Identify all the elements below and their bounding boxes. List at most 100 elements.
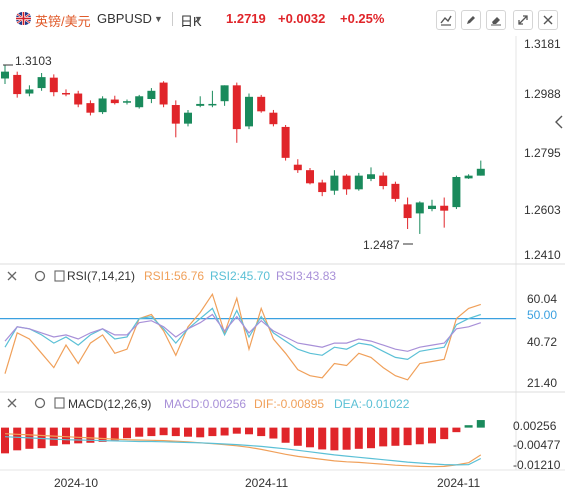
- macd-bar: [98, 427, 107, 442]
- macd-bar: [367, 427, 375, 449]
- candle-body: [208, 103, 217, 106]
- candle-body: [13, 74, 22, 95]
- candle-body: [171, 105, 180, 124]
- macd-bar: [391, 427, 400, 446]
- rsi-tick: 40.72: [527, 335, 557, 349]
- indicator-icon[interactable]: [54, 397, 65, 409]
- dea-legend: DEA:-0.01022: [334, 397, 410, 411]
- indicator-settings-button[interactable]: [436, 10, 456, 30]
- candle-body: [306, 170, 314, 184]
- chart-toolbar: 英镑/美元 GBPUSD ▼ 日K ▼ 1.2719 +0.0032 +0.25…: [0, 0, 565, 36]
- macd-label: MACD(12,26,9): [68, 397, 151, 411]
- candle-body: [464, 175, 473, 179]
- candle-body: [403, 204, 412, 219]
- pencil-icon: [467, 16, 475, 24]
- candle-body: [269, 112, 278, 125]
- candle-body: [62, 92, 70, 95]
- rsi3-legend: RSI3:43.83: [276, 269, 336, 283]
- macd-bar: [415, 427, 424, 445]
- price-tick: 1.3181: [524, 37, 561, 51]
- candle-body: [86, 103, 95, 113]
- gear-icon[interactable]: [34, 397, 46, 409]
- price-change-percent: +0.25%: [340, 11, 385, 26]
- candle-body: [98, 98, 107, 113]
- expand-icon: [518, 15, 528, 25]
- candle-body: [318, 182, 327, 193]
- rsi-label: RSI(7,14,21): [67, 269, 135, 283]
- candle-body: [1, 71, 9, 79]
- candle-body: [232, 85, 241, 130]
- macd-bar: [342, 427, 351, 450]
- period-dropdown-caret-icon[interactable]: ▼: [194, 14, 203, 24]
- macd-bar: [281, 427, 290, 443]
- candlestick-series: [1, 65, 485, 234]
- candle-body: [25, 89, 34, 94]
- candle-body: [257, 96, 266, 112]
- date-tick: 2024-11: [245, 476, 288, 490]
- pair-dropdown-caret-icon[interactable]: ▼: [154, 14, 163, 24]
- macd-bar: [171, 427, 180, 437]
- rsi2-legend: RSI2:45.70: [210, 269, 270, 283]
- candle-body: [342, 175, 351, 190]
- close-button[interactable]: [538, 10, 558, 30]
- rsi2-line: [4, 307, 481, 361]
- collapse-panel-button[interactable]: [550, 107, 565, 137]
- macd-bar: [379, 427, 388, 447]
- eraser-icon: [491, 17, 501, 26]
- last-price: 1.2719: [226, 11, 266, 26]
- high-annotation: 1.3103: [15, 54, 52, 68]
- candle-body: [415, 202, 424, 214]
- macd-bar: [86, 427, 95, 443]
- candle-body: [379, 175, 388, 187]
- period-selector[interactable]: 日K: [180, 14, 202, 29]
- candle-body: [123, 101, 131, 103]
- drawing-tools-button[interactable]: [486, 10, 506, 30]
- candle-body: [110, 99, 119, 104]
- macd-bar: [123, 427, 131, 439]
- fullscreen-button[interactable]: [513, 10, 533, 30]
- price-tick: 1.2988: [524, 87, 561, 101]
- indicator-icon: [440, 15, 452, 26]
- candle-body: [354, 175, 363, 190]
- uk-flag-icon: [16, 12, 31, 25]
- macd-bar: [49, 427, 58, 446]
- pair-name-cn[interactable]: 英镑/美元: [35, 14, 91, 29]
- pair-code[interactable]: GBPUSD: [97, 11, 152, 26]
- rsi-tick: 60.04: [527, 292, 557, 306]
- price-change: +0.0032: [278, 11, 326, 26]
- macd-bar: [232, 427, 241, 434]
- chevron-left-icon: [555, 115, 563, 129]
- candle-body: [196, 103, 205, 106]
- rsi3-line: [4, 313, 481, 352]
- rsi-tick: 21.40: [527, 376, 557, 390]
- indicator-icon[interactable]: [54, 270, 65, 282]
- macd-bar: [159, 427, 168, 436]
- close-icon[interactable]: [7, 271, 17, 281]
- dea-line: [4, 436, 482, 466]
- macd-bar: [245, 427, 253, 435]
- rsi1-line: [4, 292, 481, 381]
- gear-icon[interactable]: [34, 270, 46, 282]
- price-tick: 1.2795: [524, 146, 561, 160]
- macd-bar: [293, 427, 302, 446]
- candle-body: [440, 205, 449, 211]
- macd-header: MACD(12,26,9) MACD:0.00256 DIF:-0.00895 …: [7, 397, 410, 411]
- draw-line-button[interactable]: [461, 10, 481, 30]
- candle-body: [220, 85, 229, 102]
- toolbar-divider: [172, 12, 173, 26]
- macd-bar: [269, 427, 278, 439]
- candle-body: [293, 164, 302, 171]
- price-tick: 1.2410: [524, 248, 561, 262]
- macd-bar: [330, 427, 339, 451]
- close-icon[interactable]: [7, 398, 17, 408]
- macd-bar: [74, 427, 83, 444]
- macd-bar: [147, 427, 156, 437]
- macd-bar: [464, 425, 473, 428]
- rsi1-legend: RSI1:56.76: [144, 269, 204, 283]
- rsi-header: RSI(7,14,21) RSI1:56.76 RSI2:45.70 RSI3:…: [7, 269, 336, 283]
- dif-legend: DIF:-0.00895: [254, 397, 324, 411]
- candle-body: [147, 90, 156, 100]
- candle-body: [74, 93, 83, 105]
